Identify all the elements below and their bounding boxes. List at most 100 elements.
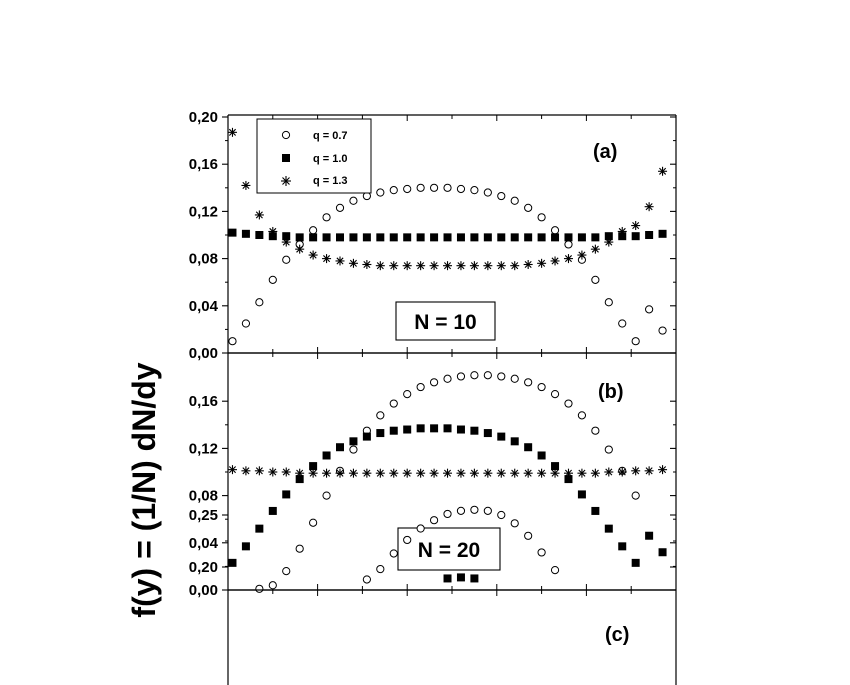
point-q10: [389, 233, 398, 242]
point-q07: [403, 390, 412, 399]
point-q13: [375, 468, 385, 478]
point-q13: [644, 466, 654, 476]
point-q13: [577, 250, 587, 260]
panel-b: 0,00 0,04 0,08 0,12 0,16 (b) N = 20: [189, 352, 677, 599]
point-q13: [617, 226, 627, 236]
point-q10: [631, 232, 640, 241]
point-q10: [470, 233, 479, 242]
point-q13: [523, 260, 533, 269]
y-tick-label: 0,16: [189, 156, 218, 173]
point-q13: [254, 466, 264, 476]
point-q13: [658, 465, 668, 475]
point-q07: [524, 378, 533, 387]
point-q07: [577, 411, 587, 420]
point-q13: [429, 261, 439, 271]
point-q07: [416, 183, 425, 192]
point-q07: [295, 544, 304, 553]
point-q10: [456, 425, 465, 434]
annotation-text: N = 10: [414, 311, 476, 334]
point-q10: [483, 233, 492, 242]
point-q10: [537, 451, 546, 460]
point-q07: [429, 378, 439, 387]
point-q10: [631, 558, 640, 567]
point-q07: [335, 203, 345, 212]
point-q07: [255, 298, 264, 307]
point-q10: [443, 574, 452, 583]
point-q07: [591, 426, 600, 435]
y-tick-label: 0,04: [189, 298, 219, 315]
point-q13: [241, 466, 251, 476]
point-q07: [631, 491, 640, 500]
legend-label-q07: q = 0.7: [313, 130, 348, 142]
point-q07: [483, 506, 492, 515]
point-q07: [389, 399, 398, 408]
point-q10: [322, 233, 331, 242]
point-q07: [550, 390, 560, 399]
point-q10: [282, 232, 291, 241]
point-q13: [295, 468, 305, 478]
point-q10: [403, 425, 412, 434]
point-q10: [645, 231, 654, 239]
point-q13: [227, 465, 237, 475]
point-q07: [497, 372, 506, 381]
point-q13: [348, 258, 358, 268]
point-q07: [282, 567, 291, 576]
point-q07: [429, 516, 439, 525]
point-q10: [564, 233, 573, 242]
point-q13: [577, 468, 587, 478]
annotation-box: [395, 301, 496, 341]
point-q07: [524, 203, 533, 212]
point-q07: [443, 374, 452, 383]
legend-label-q10: q = 1.0: [313, 153, 348, 165]
point-q13: [644, 202, 654, 212]
y-tick-label: 0,08: [189, 251, 218, 268]
point-q10: [443, 424, 452, 433]
point-q10: [645, 531, 654, 540]
point-q10: [577, 233, 586, 242]
y-tick-label: 0,08: [189, 488, 218, 505]
point-q07: [456, 184, 466, 194]
point-q13: [456, 468, 466, 478]
point-q13: [483, 468, 493, 478]
point-q07: [510, 519, 519, 528]
point-q07: [268, 581, 277, 590]
point-q13: [295, 244, 305, 254]
point-q10: [604, 524, 613, 533]
point-q10: [349, 233, 358, 242]
point-q13: [335, 468, 345, 478]
legend-marker-circle: [281, 130, 291, 140]
point-q10: [416, 424, 425, 433]
point-q07: [645, 305, 654, 314]
point-q07: [362, 575, 371, 584]
point-q10: [577, 490, 586, 499]
point-q13: [631, 221, 641, 231]
point-q10: [336, 443, 344, 452]
point-q13: [496, 261, 506, 271]
panel-label: (c): [605, 624, 629, 646]
point-q10: [658, 229, 667, 238]
point-q07: [389, 186, 398, 195]
point-q10: [268, 506, 277, 515]
point-q13: [322, 254, 332, 264]
point-q10: [228, 558, 237, 567]
point-q10: [604, 232, 613, 241]
panel-label: (b): [598, 381, 624, 403]
point-q07: [403, 535, 412, 545]
point-q13: [268, 467, 278, 477]
point-q13: [590, 244, 600, 254]
point-q07: [456, 372, 466, 381]
point-q13: [604, 467, 614, 477]
point-q07: [456, 506, 466, 515]
point-q10: [470, 426, 479, 435]
point-q10: [416, 233, 425, 242]
point-q07: [309, 518, 318, 527]
point-q07: [470, 505, 479, 514]
point-q07: [268, 275, 277, 284]
point-q10: [295, 475, 304, 484]
point-q07: [483, 188, 492, 197]
point-q13: [416, 468, 426, 478]
y-tick-label: 0,20: [189, 109, 218, 126]
point-q13: [510, 261, 520, 271]
point-q07: [604, 298, 613, 307]
